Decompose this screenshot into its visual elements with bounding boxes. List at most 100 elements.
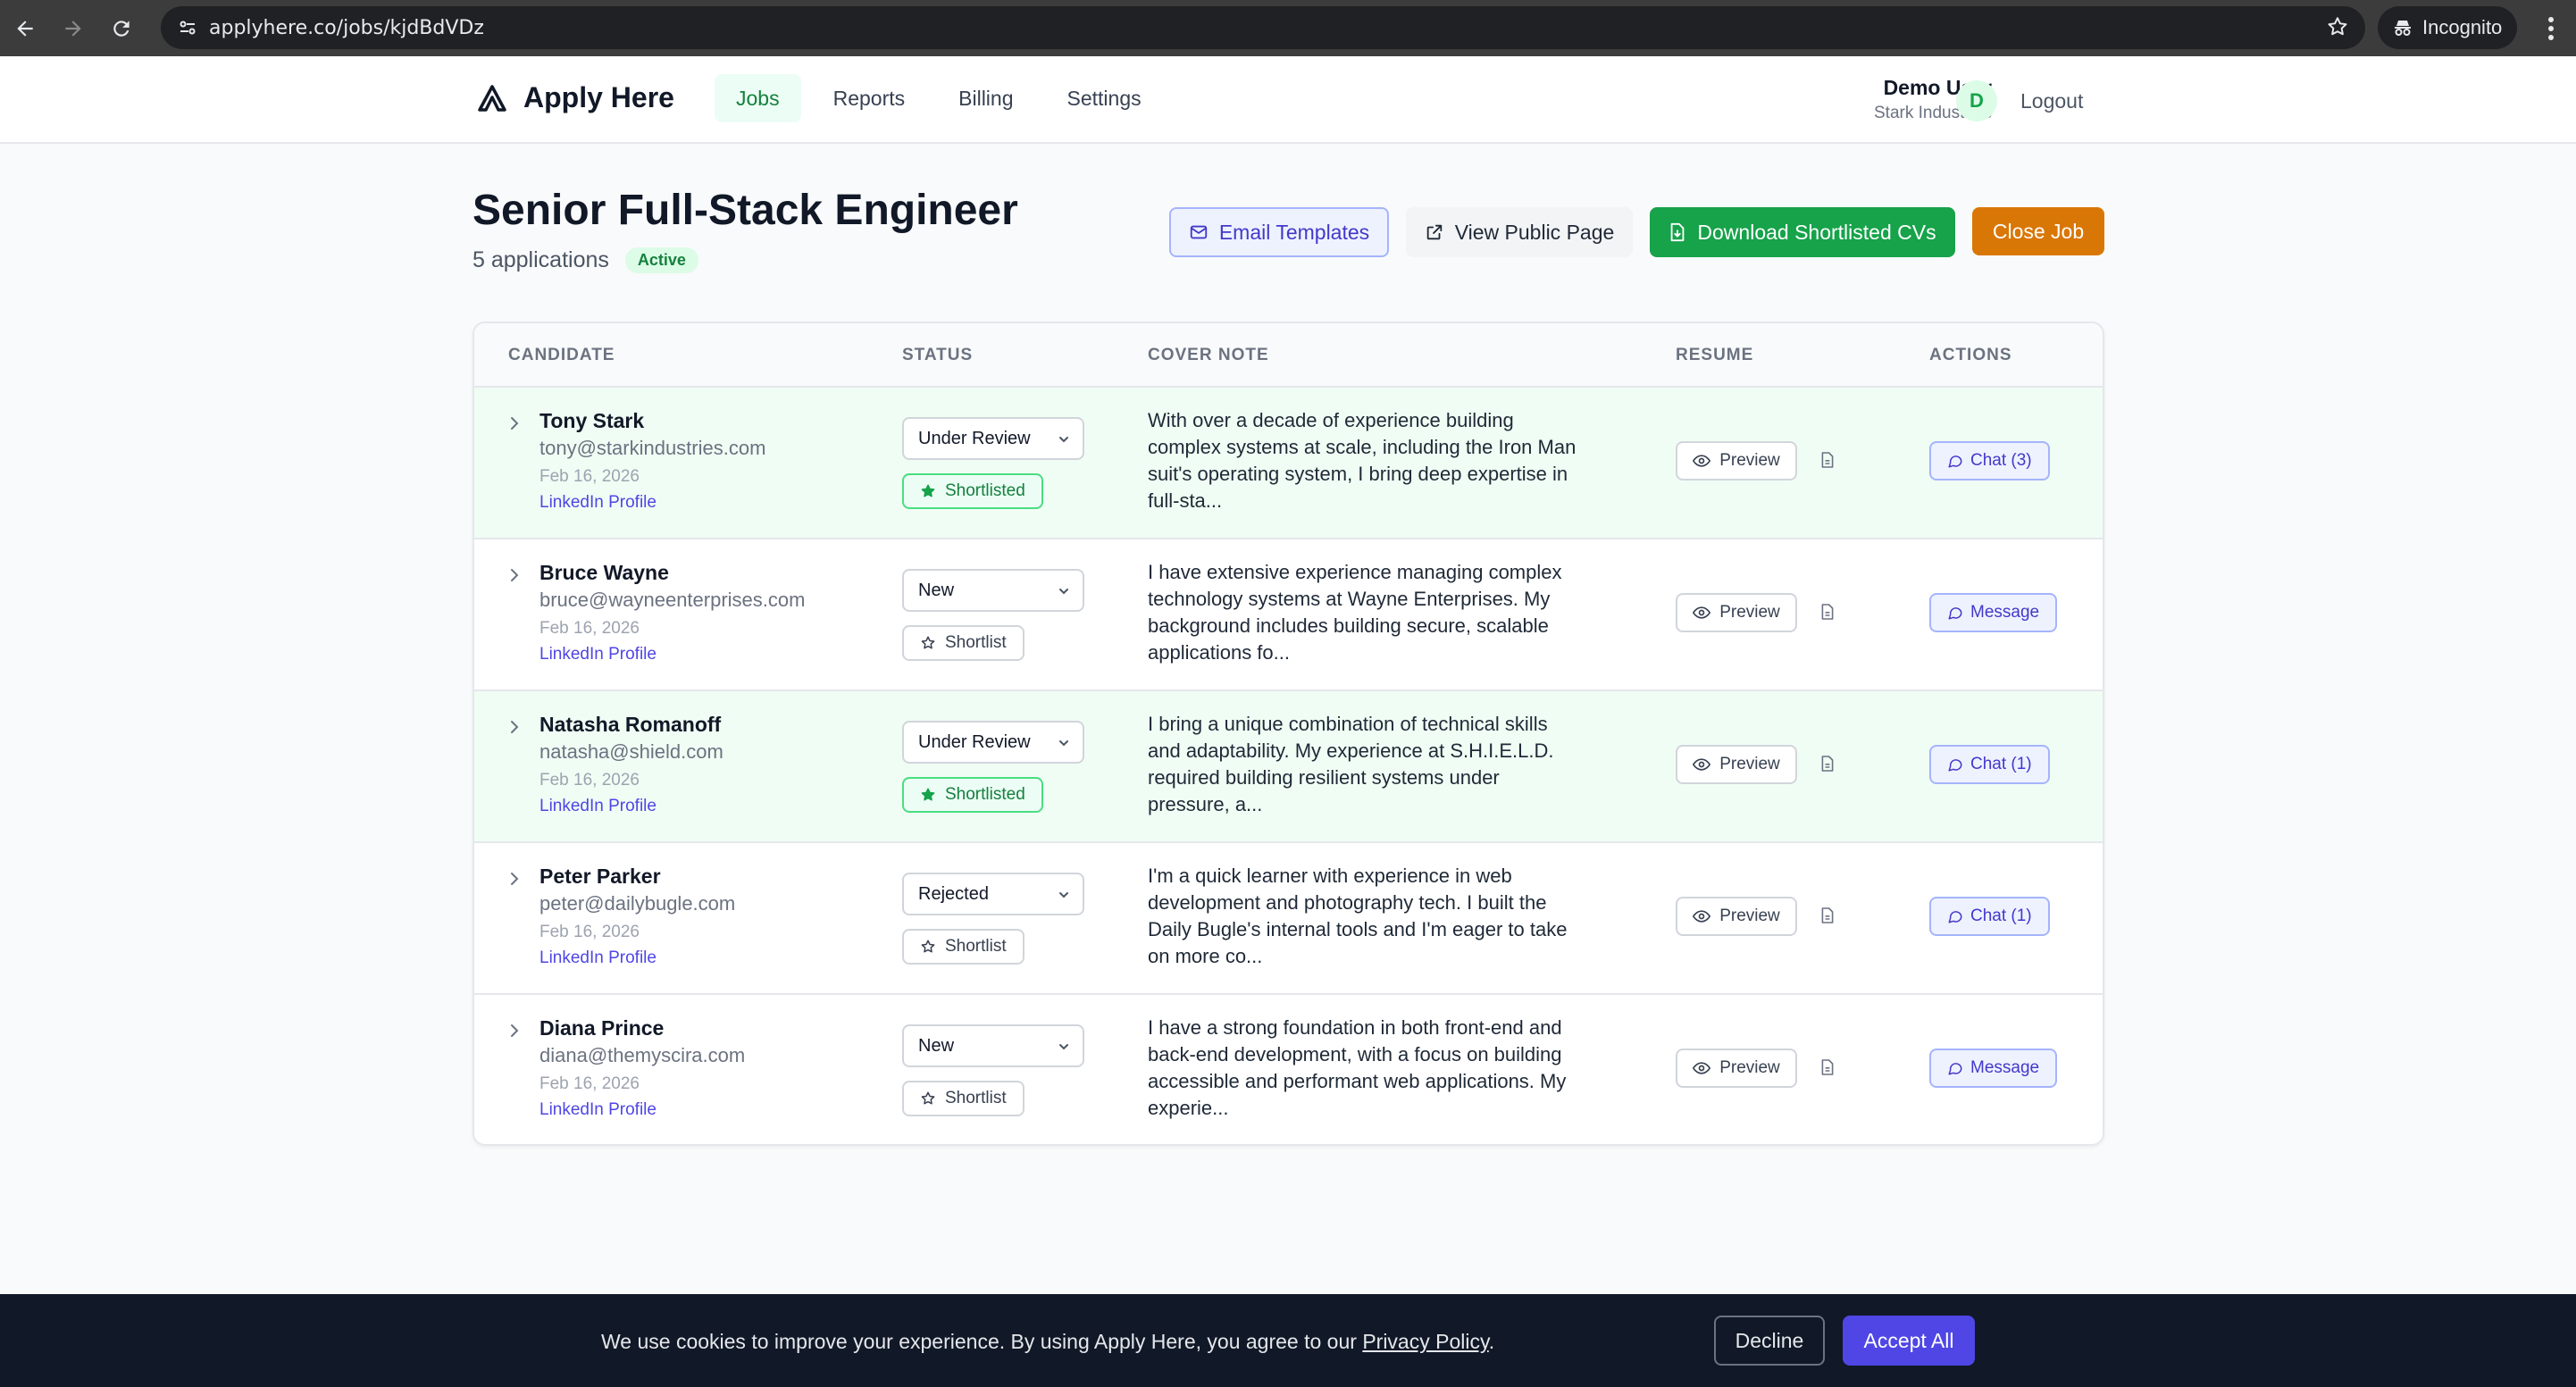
address-bar[interactable]: applyhere.co/jobs/kjdBdVDz bbox=[161, 6, 2365, 49]
app-header: Apply Here Jobs Reports Billing Settings… bbox=[0, 56, 2576, 144]
logout-link[interactable]: Logout bbox=[2020, 89, 2084, 113]
status-select[interactable]: Under Review bbox=[902, 417, 1084, 460]
nav-jobs[interactable]: Jobs bbox=[715, 74, 801, 122]
browser-menu-icon[interactable] bbox=[2533, 11, 2569, 46]
linkedin-link[interactable]: LinkedIn Profile bbox=[539, 493, 657, 512]
close-job-button[interactable]: Close Job bbox=[1972, 207, 2104, 255]
shortlist-label: Shortlist bbox=[945, 1089, 1007, 1107]
shortlist-toggle[interactable]: Shortlist bbox=[902, 625, 1025, 661]
view-public-page-button[interactable]: View Public Page bbox=[1406, 207, 1633, 257]
bookmark-star-icon[interactable] bbox=[2326, 15, 2349, 38]
application-date: Feb 16, 2026 bbox=[539, 619, 640, 638]
message-label: Chat (1) bbox=[1970, 755, 2032, 773]
shortlist-toggle[interactable]: Shortlisted bbox=[902, 473, 1043, 509]
download-resume-icon[interactable] bbox=[1820, 451, 1835, 469]
download-resume-icon[interactable] bbox=[1820, 907, 1835, 924]
status-badge: Active bbox=[624, 247, 698, 273]
candidate-name: Diana Prince bbox=[539, 1016, 665, 1040]
linkedin-link[interactable]: LinkedIn Profile bbox=[539, 645, 657, 664]
chat-bubble-icon bbox=[1947, 756, 1963, 773]
incognito-label: Incognito bbox=[2422, 16, 2503, 38]
main-nav: Jobs Reports Billing Settings bbox=[715, 74, 1163, 122]
shortlist-toggle[interactable]: Shortlisted bbox=[902, 777, 1043, 813]
expand-chevron-icon[interactable] bbox=[508, 566, 521, 584]
page-title: Senior Full-Stack Engineer bbox=[473, 187, 1018, 234]
decline-button[interactable]: Decline bbox=[1714, 1316, 1825, 1366]
shortlist-label: Shortlist bbox=[945, 633, 1007, 652]
nav-settings[interactable]: Settings bbox=[1066, 86, 1142, 110]
candidate-email: diana@themyscira.com bbox=[539, 1044, 746, 1066]
status-select[interactable]: New bbox=[902, 569, 1084, 612]
star-icon bbox=[920, 635, 936, 651]
file-download-icon bbox=[1669, 222, 1686, 242]
message-button[interactable]: Chat (1) bbox=[1929, 897, 2050, 936]
preview-resume-button[interactable]: Preview bbox=[1676, 745, 1797, 784]
shortlist-label: Shortlisted bbox=[945, 481, 1025, 500]
expand-chevron-icon[interactable] bbox=[508, 718, 521, 736]
candidate-name: Tony Stark bbox=[539, 409, 645, 432]
preview-resume-button[interactable]: Preview bbox=[1676, 1049, 1797, 1088]
brand[interactable]: Apply Here bbox=[477, 81, 674, 114]
star-icon bbox=[920, 787, 936, 803]
message-button[interactable]: Message bbox=[1929, 1049, 2058, 1088]
view-public-page-label: View Public Page bbox=[1454, 220, 1615, 244]
incognito-indicator[interactable]: Incognito bbox=[2378, 6, 2517, 49]
avatar[interactable]: D bbox=[1956, 80, 1997, 121]
status-value: New bbox=[918, 1035, 955, 1056]
column-candidate: CANDIDATE bbox=[508, 346, 615, 364]
chevron-down-icon bbox=[1058, 585, 1070, 597]
shortlist-toggle[interactable]: Shortlist bbox=[902, 1081, 1025, 1116]
cover-note: I'm a quick learner with experience in w… bbox=[1148, 865, 1568, 967]
linkedin-link[interactable]: LinkedIn Profile bbox=[539, 948, 657, 967]
message-button[interactable]: Chat (3) bbox=[1929, 441, 2050, 480]
expand-chevron-icon[interactable] bbox=[508, 414, 521, 432]
status-select[interactable]: Under Review bbox=[902, 721, 1084, 764]
message-button[interactable]: Chat (1) bbox=[1929, 745, 2050, 784]
table-row: Natasha Romanoff natasha@shield.com Feb … bbox=[474, 691, 2103, 843]
email-templates-button[interactable]: Email Templates bbox=[1169, 207, 1389, 257]
download-shortlisted-button[interactable]: Download Shortlisted CVs bbox=[1650, 207, 1955, 257]
forward-icon[interactable] bbox=[50, 5, 96, 52]
linkedin-link[interactable]: LinkedIn Profile bbox=[539, 797, 657, 815]
eye-icon bbox=[1693, 606, 1711, 620]
applications-table: CANDIDATE STATUS COVER NOTE RESUME ACTIO… bbox=[473, 322, 2104, 1146]
cover-note: I have a strong foundation in both front… bbox=[1148, 1016, 1567, 1119]
eye-icon bbox=[1693, 757, 1711, 772]
reload-icon[interactable] bbox=[98, 5, 145, 52]
site-settings-icon[interactable] bbox=[166, 6, 209, 49]
expand-chevron-icon[interactable] bbox=[508, 870, 521, 888]
column-cover-note: COVER NOTE bbox=[1148, 346, 1269, 364]
star-icon bbox=[920, 1090, 936, 1107]
download-resume-icon[interactable] bbox=[1820, 603, 1835, 621]
back-icon[interactable] bbox=[2, 5, 48, 52]
status-select[interactable]: Rejected bbox=[902, 873, 1084, 915]
linkedin-link[interactable]: LinkedIn Profile bbox=[539, 1100, 657, 1119]
nav-billing[interactable]: Billing bbox=[958, 86, 1014, 110]
chat-bubble-icon bbox=[1947, 453, 1963, 469]
preview-resume-button[interactable]: Preview bbox=[1676, 441, 1797, 480]
eye-icon bbox=[1693, 1061, 1711, 1075]
eye-icon bbox=[1693, 909, 1711, 923]
shortlist-toggle[interactable]: Shortlist bbox=[902, 929, 1025, 965]
url-text: applyhere.co/jobs/kjdBdVDz bbox=[209, 16, 484, 39]
message-label: Message bbox=[1970, 603, 2040, 622]
cover-note: With over a decade of experience buildin… bbox=[1148, 409, 1577, 512]
expand-chevron-icon[interactable] bbox=[508, 1022, 521, 1040]
status-select[interactable]: New bbox=[902, 1024, 1084, 1067]
preview-resume-button[interactable]: Preview bbox=[1676, 897, 1797, 936]
status-value: Under Review bbox=[918, 428, 1031, 448]
status-value: Under Review bbox=[918, 731, 1031, 752]
preview-resume-button[interactable]: Preview bbox=[1676, 593, 1797, 632]
mail-icon bbox=[1189, 222, 1209, 242]
nav-reports[interactable]: Reports bbox=[832, 86, 906, 110]
accept-all-button[interactable]: Accept All bbox=[1843, 1316, 1975, 1366]
message-button[interactable]: Message bbox=[1929, 593, 2058, 632]
privacy-policy-link[interactable]: Privacy Policy bbox=[1362, 1330, 1489, 1353]
status-value: New bbox=[918, 580, 955, 600]
download-resume-icon[interactable] bbox=[1820, 755, 1835, 773]
application-date: Feb 16, 2026 bbox=[539, 467, 640, 486]
download-resume-icon[interactable] bbox=[1820, 1058, 1835, 1076]
cookie-text: We use cookies to improve your experienc… bbox=[601, 1330, 1357, 1353]
candidate-email: peter@dailybugle.com bbox=[539, 892, 736, 915]
star-icon bbox=[920, 483, 936, 499]
